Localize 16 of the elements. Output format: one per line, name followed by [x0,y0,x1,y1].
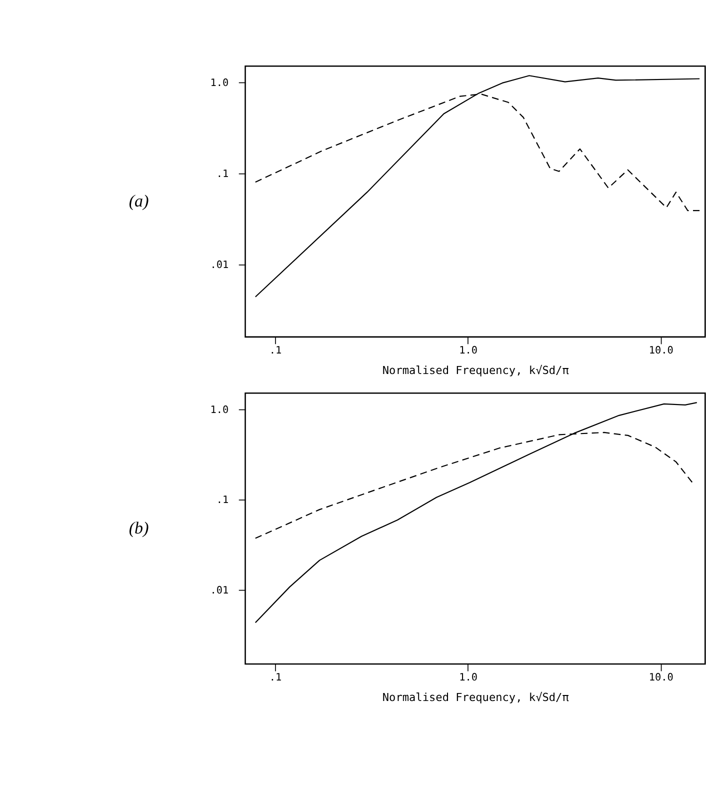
y-tick-label: 1.0 [210,404,229,416]
x-tick-label: .1 [269,346,282,357]
text: (a) [128,192,150,211]
x-axis-title: Normalised Frequency, k√Sd/π [382,364,570,377]
y-tick-label: .01 [210,585,229,596]
x-tick-label: .1 [269,672,282,684]
x-tick-label: 1.0 [459,672,478,684]
y-tick-label: .1 [216,495,229,506]
x-tick-label: 1.0 [459,346,478,357]
x-axis-title: Normalised Frequency, k√Sd/π [382,691,570,704]
x-tick-label: 10.0 [648,672,674,684]
x-tick-label: 10.0 [648,346,674,357]
y-tick-label: .01 [210,260,229,272]
y-tick-label: .1 [216,169,229,180]
y-tick-label: 1.0 [210,78,229,89]
text: (b) [128,518,150,538]
